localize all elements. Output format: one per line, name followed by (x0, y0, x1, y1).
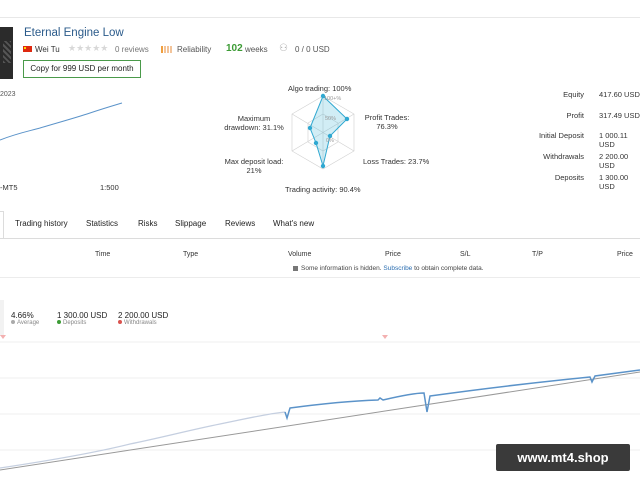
column-header-time: Time (95, 251, 111, 258)
balance-line (284, 369, 640, 421)
stat-label-withdrawals: Withdrawals (543, 152, 584, 161)
column-header-sl: S/L (460, 251, 471, 258)
summary-average-label: Average (11, 320, 39, 326)
header-divider (0, 17, 640, 18)
radar-point-algo (320, 93, 326, 99)
rating-stars-icon: ★★★★★ (68, 43, 109, 53)
column-header-tp: T/P (532, 251, 543, 258)
tab-reviews[interactable]: Reviews (225, 219, 256, 228)
stat-value-equity: 417.60 USD (599, 90, 640, 99)
lock-icon (293, 265, 298, 271)
column-header-price-close: Price (617, 251, 633, 258)
tab-active-edge (0, 211, 4, 239)
summary-withdrawals-label: Withdrawals (118, 320, 157, 326)
radar-label-deposit-load: Max deposit load: 21% (222, 157, 286, 175)
radar-label-algo: Algo trading: 100% (288, 84, 352, 93)
hidden-note-text: Some information is hidden. (301, 265, 382, 272)
hidden-note-text-end: to obtain complete data. (414, 265, 484, 272)
column-header-price: Price (385, 251, 401, 258)
tab-slippage[interactable]: Slippage (175, 219, 207, 228)
subscribe-link[interactable]: Subscribe (383, 265, 413, 272)
avatar[interactable] (0, 27, 13, 79)
radar-point-profit (344, 116, 350, 122)
stat-value-initial-deposit: 1 000.11 USD (599, 131, 628, 149)
summary-deposits-value: 1 300.00 USD (57, 311, 108, 320)
copy-subscribe-button[interactable]: Copy for 999 USD per month (23, 60, 141, 78)
radar-label-profit: Profit Trades: 76.3% (362, 113, 412, 131)
platform-label: -MT5 (0, 183, 18, 192)
growth-mini-line (0, 102, 123, 141)
weeks-count: 102 (226, 43, 243, 54)
tab-risks[interactable]: Risks (138, 219, 158, 228)
withdrawal-marker-icon (382, 335, 388, 339)
radar-label-activity: Trading activity: 90.4% (285, 185, 361, 194)
subscribers-value: 0 / 0 USD (295, 45, 330, 54)
stat-value-profit: 317.49 USD (599, 111, 640, 120)
radar-label-drawdown-title: Maximum (237, 114, 271, 123)
leverage-label: 1:500 (100, 183, 119, 192)
deposits-dot-icon (57, 320, 61, 325)
radar-point-loss (327, 133, 333, 139)
withdrawals-dot-icon (118, 320, 122, 325)
growth-mini-chart (0, 102, 123, 141)
summary-withdrawals-text: Withdrawals (124, 320, 157, 326)
hidden-info-note: Some information is hidden. Subscribe to… (293, 265, 484, 272)
radar-label-loss: Loss Trades: 23.7% (363, 157, 430, 166)
weeks-label: weeks (245, 45, 268, 54)
radar-point-drawdown (307, 125, 313, 131)
column-header-type: Type (183, 251, 199, 258)
column-header-volume: Volume (288, 251, 312, 258)
summary-average-text: Average (17, 320, 40, 326)
summary-edge (0, 300, 4, 336)
table-row-divider (0, 277, 640, 278)
radar-point-activity (320, 163, 326, 169)
tab-trading-history[interactable]: Trading history (15, 219, 68, 228)
deposit-marker-icon (0, 335, 6, 339)
tabs-divider (0, 238, 640, 239)
summary-deposits-text: Deposits (63, 320, 87, 326)
stat-label-deposits: Deposits (554, 173, 584, 182)
balance-line-light (0, 411, 286, 469)
stat-value-withdrawals: 2 200.00 USD (599, 152, 629, 170)
tab-statistics[interactable]: Statistics (86, 219, 119, 228)
radar-axis (291, 113, 355, 152)
radar-ring-100: 100+% (324, 96, 342, 102)
avatar-image (3, 41, 11, 63)
radar-label-deposit-load-value: 21% (246, 166, 262, 175)
radar-point-deposit-load (313, 140, 319, 146)
china-flag-icon (23, 46, 32, 52)
summary-withdrawals-value: 2 200.00 USD (118, 311, 169, 320)
radar-ring-50: 50% (325, 116, 337, 122)
radar-label-deposit-load-title: Max deposit load: (224, 157, 284, 166)
reliability-bars-icon (161, 46, 173, 53)
summary-average-value: 4.66% (11, 311, 34, 320)
radar-chart (291, 93, 355, 170)
summary-deposits-label: Deposits (57, 320, 86, 326)
reliability-label: Reliability (177, 45, 212, 54)
stat-label-initial-deposit: Initial Deposit (538, 131, 584, 140)
radar-label-profit-value: 76.3% (376, 122, 398, 131)
radar-label-drawdown-value: drawdown: 31.1% (224, 123, 284, 132)
radar-ring-0: 0% (326, 138, 334, 144)
radar-label-profit-title: Profit Trades: (364, 113, 410, 122)
radar-label-drawdown: Maximum drawdown: 31.1% (222, 114, 286, 132)
tab-whats-new[interactable]: What's new (273, 219, 315, 228)
reviews-link[interactable]: 0 reviews (115, 45, 149, 54)
watermark-banner: www.mt4.shop (496, 444, 630, 471)
average-dot-icon (11, 320, 15, 325)
average-trend-line (0, 371, 640, 471)
stat-label-equity: Equity (563, 90, 584, 99)
subscribers-icon: ⚇ (279, 43, 288, 54)
signal-title[interactable]: Eternal Engine Low (24, 27, 124, 39)
author-name[interactable]: Wei Tu (35, 45, 60, 54)
chart-year-label: 2023 (0, 91, 16, 98)
stat-label-profit: Profit (566, 111, 584, 120)
stat-value-deposits: 1 300.00 USD (599, 173, 629, 191)
